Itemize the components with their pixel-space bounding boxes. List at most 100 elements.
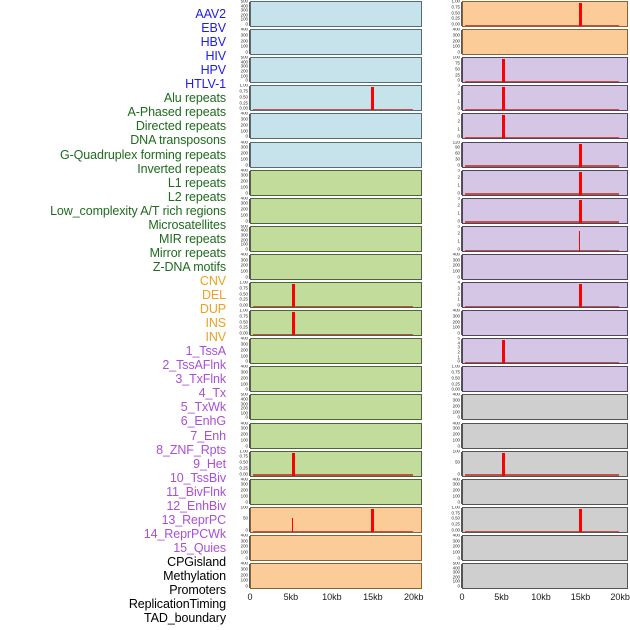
ytick-label: 100 — [240, 44, 248, 50]
ytick-label: 0 — [245, 190, 248, 196]
yaxis-spine — [249, 114, 250, 139]
plot-column-right: 1.00 0.75 0.50 0.25 0.00 400 300 200 100 0 100 75 50… — [440, 0, 630, 630]
row-label-replicationtiming: ReplicationTiming — [128, 597, 226, 612]
ytick-label: 400 — [452, 533, 460, 538]
track-l11-yaxis: 1.00 0.75 0.50 0.25 0.00 — [228, 281, 250, 309]
ytick-label: 0.25 — [239, 465, 248, 471]
track-l1-panel — [250, 1, 422, 28]
feature-bar — [502, 115, 506, 139]
ytick-label: 50 — [455, 459, 460, 465]
yaxis-spine — [249, 58, 250, 83]
ytick-label: 0 — [245, 527, 248, 533]
yaxis-spine — [249, 395, 250, 420]
zero-baseline — [465, 221, 619, 223]
track-r16-yaxis: 400 300 200 100 0 — [440, 422, 462, 450]
ytick-label: 0.00 — [239, 471, 248, 477]
ytick-label: 200 — [240, 150, 248, 156]
ytick-label: 0 — [457, 134, 460, 140]
yaxis-spine — [249, 311, 250, 336]
zero-baseline — [465, 305, 619, 308]
ytick-label: 0 — [457, 499, 460, 505]
row-label-inverted-repeats: Inverted repeats — [137, 161, 226, 176]
xtick-label: 15kb — [570, 592, 591, 603]
zero-baseline — [465, 80, 619, 83]
ytick-label: 0 — [457, 77, 460, 83]
track-l13-yaxis: 400 300 200 100 0 — [228, 337, 250, 365]
ytick-label: 0 — [245, 499, 248, 505]
ytick-label: 300 — [240, 401, 248, 407]
row-label-1-tssa: 1_TssA — [185, 344, 227, 359]
plot-right-xaxis: 0 5kb 10kb 15kb 20kb — [459, 588, 629, 608]
ytick-label: 50 — [243, 516, 248, 522]
ytick-label: 300 — [240, 32, 248, 38]
row-label-14-reprpcwk: 14_ReprPCWk — [143, 526, 226, 541]
track-l14: 400 300 200 100 0 — [228, 365, 424, 393]
row-label-microsatellites: Microsatellites — [148, 217, 226, 232]
row-label-alu-repeats: Alu repeats — [163, 91, 226, 106]
yaxis-spine — [461, 479, 462, 504]
track-l5-panel — [250, 113, 422, 140]
row-label-8-znf-rpts: 8_ZNF_Rpts — [156, 442, 226, 457]
row-label-mir-repeats: MIR repeats — [159, 231, 226, 246]
ytick-label: 3 — [457, 168, 460, 173]
ytick-label: 200 — [452, 544, 460, 550]
track-l17: 1.00 0.75 0.50 0.25 0.00 — [228, 450, 424, 478]
track-r6-panel — [462, 141, 628, 168]
ytick-label: 200 — [240, 544, 248, 550]
zero-baseline — [465, 193, 619, 195]
yaxis-spine — [249, 339, 250, 364]
ytick-label: 0 — [245, 134, 248, 140]
ytick-label: 100 — [452, 449, 460, 454]
yaxis-spine — [249, 254, 250, 279]
track-r15: 400 300 200 100 0 — [440, 393, 630, 421]
track-l11-panel — [250, 282, 422, 309]
yaxis-spine — [249, 367, 250, 392]
ytick-label: 0.50 — [239, 94, 248, 100]
ytick-label: 200 — [240, 38, 248, 44]
ytick-label: 1.00 — [239, 309, 248, 313]
xtick-label: 5kb — [494, 592, 509, 603]
track-r12-yaxis: 400 300 200 100 0 — [440, 309, 462, 337]
row-label-10-tssbiv: 10_TssBiv — [169, 470, 226, 485]
ytick-label: 0 — [245, 274, 248, 280]
track-r2: 400 300 200 100 0 — [440, 28, 630, 56]
ytick-label: 0.00 — [239, 106, 248, 112]
ytick-label: 300 — [452, 257, 460, 263]
xtick-label: 10kb — [531, 592, 551, 603]
yaxis-spine — [249, 451, 250, 476]
yaxis-spine — [461, 30, 462, 55]
track-r1-yaxis: 1.00 0.75 0.50 0.25 0.00 — [440, 0, 462, 28]
ytick-label: 1 — [457, 297, 460, 303]
track-l21-yaxis: 400 300 200 100 0 — [228, 562, 250, 590]
ytick-label: 200 — [240, 375, 248, 381]
row-label-directed-repeats: Directed repeats — [135, 119, 226, 134]
row-label-dup: DUP — [199, 302, 226, 317]
track-l19-panel — [250, 506, 422, 533]
ytick-label: 0.50 — [239, 459, 248, 465]
ytick-label: 0 — [457, 358, 460, 364]
ytick-label: 100 — [452, 493, 460, 499]
ytick-label: 400 — [240, 533, 248, 538]
track-r17: 100 50 0 — [440, 450, 630, 478]
ytick-label: 2 — [457, 118, 460, 124]
track-r2-panel — [462, 29, 628, 56]
ytick-label: 400 — [240, 3, 248, 9]
ytick-label: 0 — [245, 77, 248, 83]
track-r10-yaxis: 400 300 200 100 0 — [440, 253, 462, 281]
ytick-label: 1 — [457, 354, 460, 360]
feature-bar — [578, 284, 582, 308]
xtick-label: 0 — [247, 592, 253, 603]
row-label-cnv: CNV — [199, 273, 226, 288]
ytick-label: 0.25 — [451, 381, 460, 387]
ytick-label: 100 — [240, 73, 248, 79]
ytick-label: 200 — [240, 487, 248, 493]
ytick-label: 0 — [245, 246, 248, 252]
ytick-label: 120 — [452, 140, 460, 145]
ytick-label: 0.25 — [451, 16, 460, 22]
track-r1: 1.00 0.75 0.50 0.25 0.00 — [440, 0, 630, 28]
ytick-label: 0.00 — [239, 330, 248, 336]
row-label-9-het: 9_Het — [193, 456, 226, 471]
ytick-label: 3 — [457, 196, 460, 201]
